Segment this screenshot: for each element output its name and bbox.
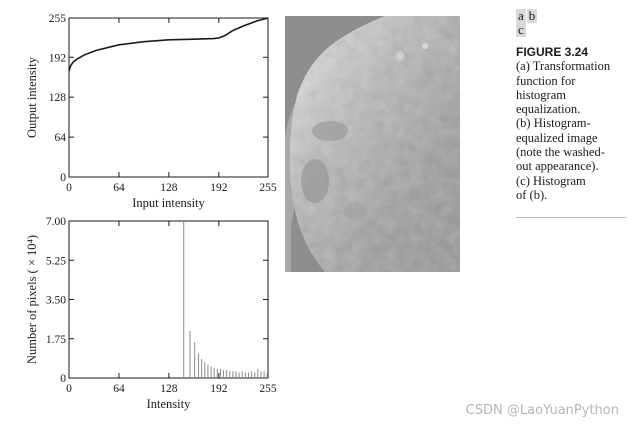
moon-surface-graphic	[285, 16, 460, 272]
histogram-chart: 0 64 128 192 255 0 1.75 3.50 5.25 7.00 Intensity Nu…	[25, 216, 277, 411]
caption-line: equalized image	[516, 130, 598, 145]
y-tick-label: 64	[55, 132, 67, 144]
x-axis-label: Intensity	[147, 397, 191, 411]
y-tick-label: 1.75	[46, 334, 66, 346]
x-tick-label: 192	[210, 182, 228, 194]
transformation-curve	[68, 17, 269, 72]
y-tick-label: 5.25	[46, 255, 66, 267]
caption-line: of (b).	[516, 187, 548, 202]
x-tick-label: 64	[113, 182, 125, 194]
transformation-chart: 0 64 128 192 255 0 64 128 192 255 Input intensity O…	[25, 13, 277, 210]
y-axis-label: Number of pixels ( × 10⁴)	[25, 235, 39, 364]
x-axis-label: Input intensity	[132, 196, 205, 210]
caption-divider	[516, 217, 626, 218]
figure-caption: FIGURE 3.24 (a) Transformation function …	[516, 45, 632, 202]
x-tick-label: 0	[66, 383, 72, 395]
caption-line: (note the washed-	[516, 145, 605, 160]
caption-line: (c) Histogram	[516, 173, 586, 188]
y-tick-label: 0	[60, 172, 66, 184]
x-tick-label: 128	[160, 383, 178, 395]
watermark: CSDN @LaoYuanPython	[465, 403, 619, 418]
y-tick-label: 128	[49, 92, 67, 104]
caption-line: equalization.	[516, 102, 581, 117]
caption-line: out appearance).	[516, 159, 599, 174]
x-tick-label: 255	[259, 383, 277, 395]
caption-line: histogram	[516, 87, 566, 102]
x-tick-label: 128	[160, 182, 178, 194]
equalized-moon-image	[285, 16, 460, 272]
panel-label-c: c	[516, 22, 526, 37]
panel-label-b: b	[526, 8, 538, 23]
y-tick-label: 255	[49, 13, 67, 25]
plot-frame	[68, 17, 269, 178]
caption-line: (a) Transformation	[516, 59, 611, 74]
plot-frame	[68, 220, 269, 379]
x-tick-label: 64	[113, 383, 125, 395]
y-tick-label: 0	[60, 373, 66, 385]
x-tick-label: 255	[259, 182, 277, 194]
y-tick-label: 7.00	[46, 216, 66, 228]
caption-line: (b) Histogram-	[516, 116, 591, 131]
y-tick-label: 192	[49, 52, 67, 64]
y-axis-label: Output intensity	[25, 56, 39, 138]
figure-title: FIGURE 3.24	[516, 45, 589, 59]
panel-label-a: a	[516, 8, 526, 23]
x-tick-label: 0	[66, 182, 72, 194]
y-tick-label: 3.50	[46, 295, 66, 307]
x-tick-label: 192	[210, 383, 228, 395]
caption-line: function for	[516, 73, 576, 88]
